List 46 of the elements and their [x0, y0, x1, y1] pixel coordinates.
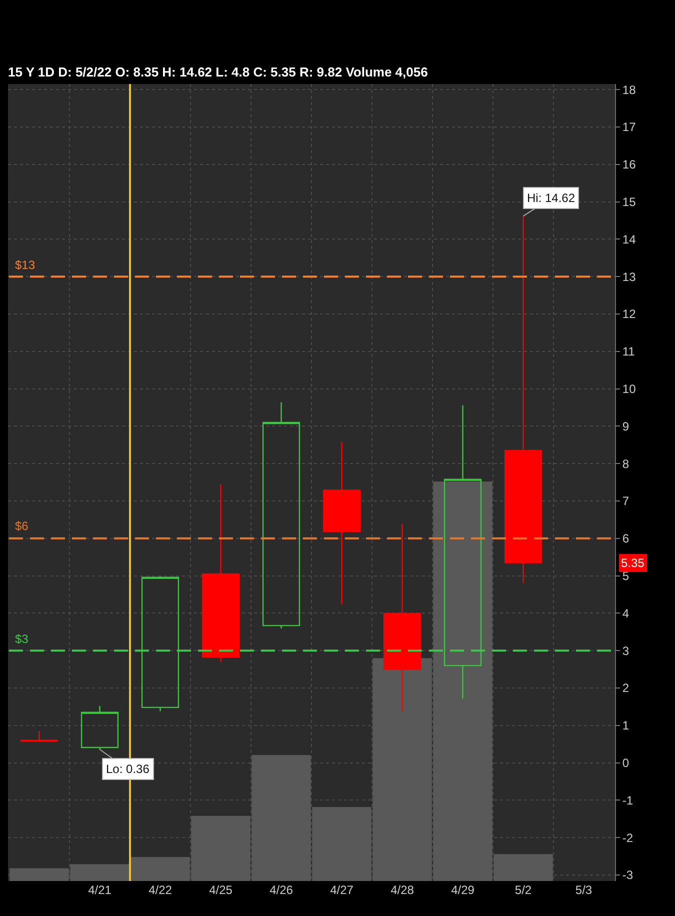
text: 5.35: [621, 556, 645, 570]
ref-line-label: $6: [15, 519, 29, 533]
candlestick: [444, 404, 482, 700]
ref-line-label: $13: [15, 258, 36, 272]
candlestick: [504, 215, 542, 584]
annotation: Lo: 0.36: [106, 762, 150, 776]
y-tick-label: 2: [622, 681, 630, 696]
y-tick-label: -3: [622, 868, 634, 882]
x-tick-label: 4/22: [148, 883, 172, 897]
y-tick-label: 5: [622, 569, 630, 584]
y-tick-label: 10: [622, 382, 636, 396]
y-tick-label: 14: [622, 232, 636, 246]
y-tick-label: 17: [622, 120, 636, 134]
y-tick-label: 3: [622, 644, 630, 658]
y-tick-label: -1: [622, 793, 634, 808]
y-tick-label: 8: [622, 456, 630, 471]
candlestick: [202, 484, 240, 662]
y-tick-label: 1: [622, 718, 630, 733]
x-tick-label: 5/3: [575, 883, 592, 897]
candlestick: [322, 442, 361, 605]
x-tick-label: 5/2: [514, 883, 532, 897]
y-tick-label: 7: [622, 494, 630, 508]
chart-title: 15 Y 1D D: 5/2/22 O: 8.35 H: 14.62 L: 4.8 C: 5.35 R: 9.82 Volume 4,056: [8, 64, 428, 80]
x-tick-label: 4/21: [88, 883, 112, 897]
y-tick-label: 4: [622, 606, 630, 620]
x-tick-label: 4/27: [330, 883, 354, 897]
candlestick: [262, 402, 300, 630]
annotation: Hi: 14.62: [527, 191, 576, 205]
y-tick-label: 0: [622, 756, 630, 770]
x-tick-label: 4/25: [209, 883, 233, 897]
y-tick-label: 6: [622, 532, 630, 546]
y-tick-label: 11: [622, 344, 636, 359]
x-tick-label: 4/29: [451, 883, 475, 897]
y-tick-label: 12: [622, 307, 636, 322]
x-tick-label: 4/28: [390, 883, 414, 897]
y-tick-label: 15: [622, 195, 636, 210]
ref-line-label: $3: [15, 632, 29, 646]
y-tick-label: 9: [622, 419, 630, 434]
y-tick-label: 16: [622, 158, 636, 172]
candlestick: [141, 576, 180, 712]
x-tick-label: 4/26: [270, 883, 294, 897]
y-tick-label: 13: [622, 270, 636, 284]
candlestick: [383, 524, 422, 712]
y-tick-label: 18: [622, 82, 636, 97]
y-tick-label: -2: [622, 830, 634, 845]
candlestick: [80, 705, 119, 750]
